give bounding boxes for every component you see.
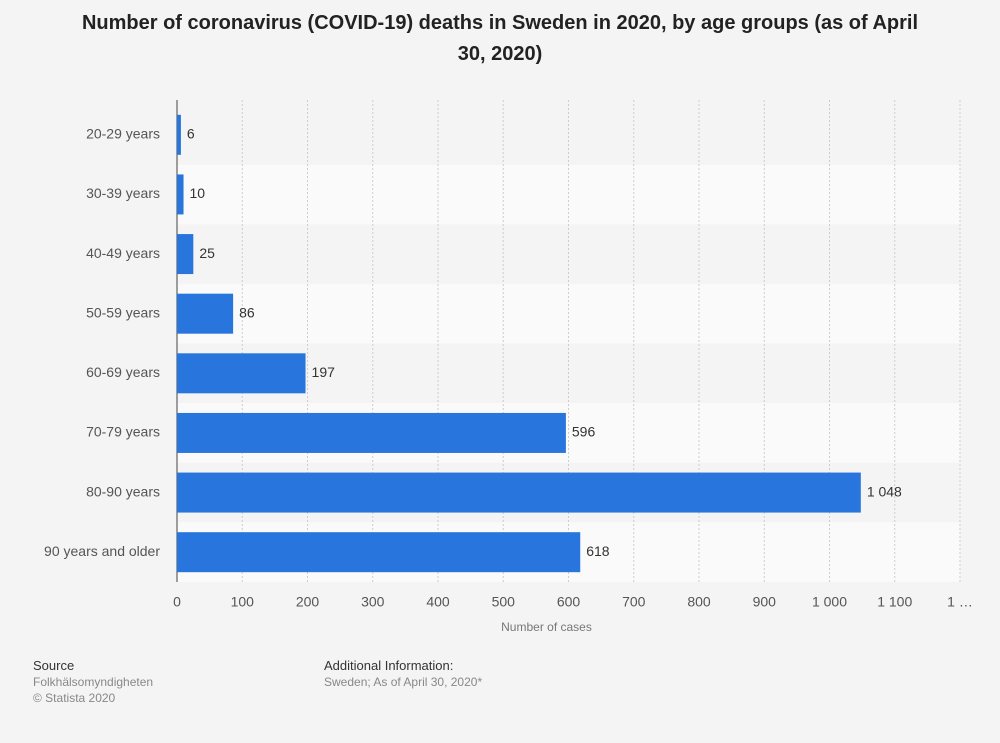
value-label: 6 — [187, 126, 195, 142]
y-tick-label: 70-79 years — [86, 424, 160, 440]
y-tick-label: 80-90 years — [86, 483, 160, 499]
value-label: 86 — [239, 304, 255, 320]
additional: Sweden; As of April 30, 2020* — [324, 675, 483, 689]
value-label: 1 048 — [867, 483, 902, 499]
bar — [177, 174, 184, 215]
y-tick-label: 90 years and older — [44, 543, 160, 559]
source-block: Source Folkhälsomyndigheten © Statista 2… — [33, 658, 153, 706]
bar — [177, 114, 181, 155]
x-tick-label: 900 — [753, 594, 777, 610]
y-tick-label: 60-69 years — [86, 364, 160, 380]
x-tick-label: 100 — [231, 594, 255, 610]
x-tick-label: 800 — [687, 594, 711, 610]
y-tick-label: 40-49 years — [86, 245, 160, 261]
x-tick-label: 200 — [296, 594, 320, 610]
x-tick-label: 700 — [622, 594, 646, 610]
row-stripe — [177, 164, 960, 225]
bar — [177, 532, 581, 573]
chart: 0 100 200 300 400 500 600 700 800 900 1 000 1 100 1 … — [44, 100, 973, 634]
value-label: 25 — [199, 245, 215, 261]
x-tick-label: 1 000 — [812, 594, 847, 610]
bar — [177, 472, 861, 513]
additional-block: Additional Information: Sweden; As of Ap… — [324, 658, 482, 690]
bar — [177, 412, 566, 453]
x-tick-label: 0 — [173, 594, 181, 610]
bar — [177, 234, 194, 275]
bar — [177, 293, 234, 334]
value-label: 618 — [586, 543, 610, 559]
copyright: © Statista 2020 — [33, 691, 116, 705]
value-label: 197 — [312, 364, 336, 380]
x-tick-label: 400 — [426, 594, 450, 610]
x-tick-label: 1 … — [947, 594, 973, 610]
source-heading: Source — [33, 658, 75, 673]
x-tick-label: 500 — [492, 594, 516, 610]
x-tick-label: 1 100 — [877, 594, 912, 610]
additional-heading: Additional Information: — [324, 658, 454, 673]
value-label: 10 — [190, 185, 206, 201]
x-axis-label: Number of cases — [501, 620, 592, 634]
bar — [177, 353, 306, 394]
y-tick-label: 50-59 years — [86, 304, 160, 320]
value-label: 596 — [572, 424, 596, 440]
y-tick-label: 20-29 years — [86, 126, 160, 142]
source: Folkhälsomyndigheten — [33, 675, 154, 689]
x-tick-label: 600 — [557, 594, 581, 610]
x-tick-label: 300 — [361, 594, 385, 610]
chart-title: Number of coronavirus (COVID-19) deaths … — [81, 12, 919, 65]
y-tick-label: 30-39 years — [86, 185, 160, 201]
